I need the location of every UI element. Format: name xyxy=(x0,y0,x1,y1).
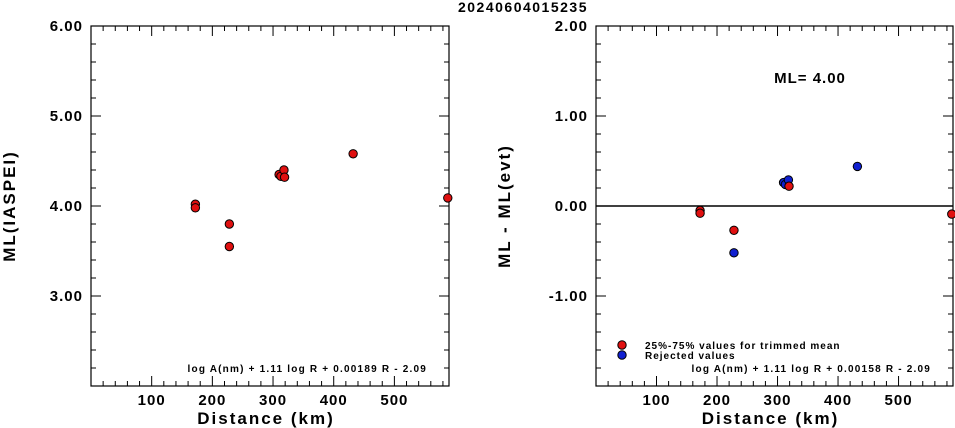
y-tick-label: 5.00 xyxy=(50,108,83,125)
legend-marker xyxy=(617,350,627,360)
x-tick-label: 300 xyxy=(259,392,287,409)
x-tick-label: 500 xyxy=(885,392,913,409)
plot-frame xyxy=(90,25,450,387)
data-point xyxy=(852,161,863,172)
legend-label: Rejected values xyxy=(645,351,736,362)
x-tick-label: 200 xyxy=(703,392,731,409)
y-tick-label: 2.00 xyxy=(555,18,588,35)
y-tick-label: -1.00 xyxy=(549,288,588,305)
data-point xyxy=(443,193,453,203)
x-tick-label: 100 xyxy=(642,392,670,409)
data-point xyxy=(190,203,201,213)
data-point xyxy=(224,219,235,229)
x-tick-label: 500 xyxy=(380,392,408,409)
y-tick-label: 1.00 xyxy=(555,108,588,125)
figure-title: 20240604015235 xyxy=(458,0,588,15)
data-point xyxy=(729,225,739,236)
y-axis-title: ML - ML(evt) xyxy=(495,144,514,268)
x-tick-label: 200 xyxy=(198,392,226,409)
data-point xyxy=(224,241,235,252)
event-ml-label: ML= 4.00 xyxy=(774,70,846,87)
y-tick-label: 6.00 xyxy=(50,18,83,35)
y-axis-title: ML(IASPEI) xyxy=(0,150,19,262)
x-axis-title: Distance (km) xyxy=(197,409,334,428)
data-point xyxy=(348,149,358,159)
formula-label: log A(nm) + 1.11 log R + 0.00158 R - 2.0… xyxy=(692,364,931,375)
legend-marker xyxy=(617,340,627,350)
y-tick-label: 0.00 xyxy=(555,198,588,215)
ml-residual-panel: -1.00 0.00 1.00 2.00 100 200 300 400 500 Distance… xyxy=(495,18,955,428)
ml-iaspei-panel: 3.00 4.00 5.00 6.00 100 200 300 400 500 Distance … xyxy=(0,18,453,428)
formula-label: log A(nm) + 1.11 log R + 0.00189 R - 2.0… xyxy=(188,364,427,375)
x-tick-label: 100 xyxy=(138,392,166,409)
data-point xyxy=(279,172,290,182)
data-point xyxy=(695,208,705,218)
x-axis-title: Distance (km) xyxy=(702,409,839,428)
y-tick-label: 3.00 xyxy=(50,288,83,305)
legend-label: 25%-75% values for trimmed mean xyxy=(645,341,841,352)
x-tick-label: 400 xyxy=(824,392,852,409)
data-point xyxy=(947,209,955,219)
x-tick-label: 400 xyxy=(320,392,348,409)
y-tick-label: 4.00 xyxy=(50,198,83,215)
data-point xyxy=(729,248,739,258)
data-point xyxy=(784,181,794,191)
x-tick-label: 300 xyxy=(764,392,792,409)
